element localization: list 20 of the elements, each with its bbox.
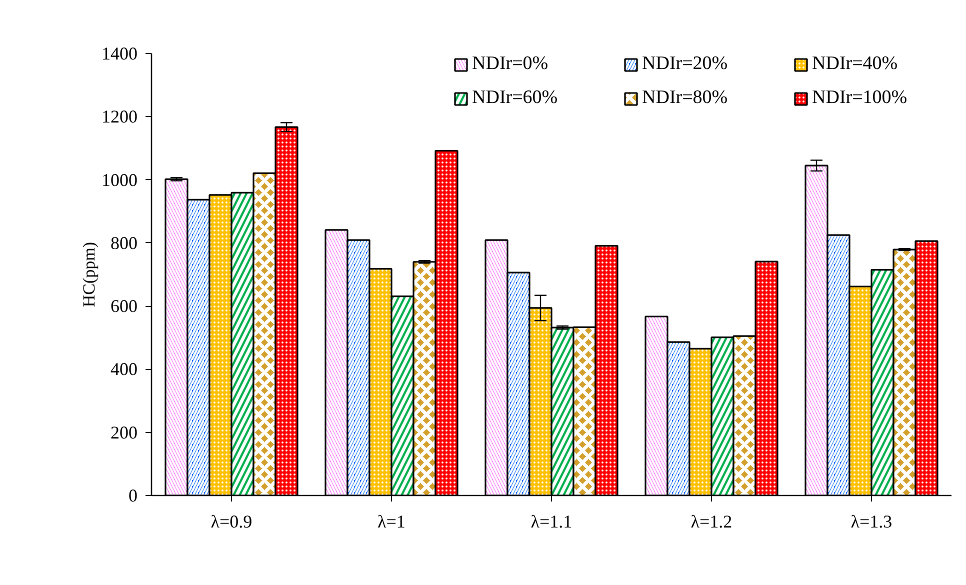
y-tick-label: 200 <box>110 422 138 442</box>
x-tick-label: λ=0.9 <box>210 512 252 532</box>
y-tick-label: 1400 <box>102 44 138 64</box>
y-axis-title: HC(ppm) <box>80 242 98 308</box>
y-tick-label: 1200 <box>102 106 138 127</box>
x-tick-label: λ=1.2 <box>690 512 732 532</box>
legend-label: NDIr=40% <box>812 53 899 75</box>
legend-label: NDIr=0% <box>472 53 550 75</box>
legend-label: NDIr=20% <box>642 53 729 75</box>
x-tick-label: λ=1.1 <box>530 512 572 532</box>
x-tick-label: λ=1.3 <box>850 512 892 532</box>
y-tick-label: 1000 <box>102 170 138 190</box>
legend-label: NDIr=100% <box>812 87 908 109</box>
x-tick-label: λ=1 <box>378 512 406 532</box>
y-tick-label: 800 <box>110 232 138 253</box>
y-tick-label: 400 <box>110 359 138 380</box>
legend-label: NDIr=60% <box>472 87 559 109</box>
legend-label: NDIr=80% <box>642 87 729 109</box>
y-tick-label: 0 <box>128 486 138 506</box>
y-tick-label: 600 <box>110 296 138 316</box>
